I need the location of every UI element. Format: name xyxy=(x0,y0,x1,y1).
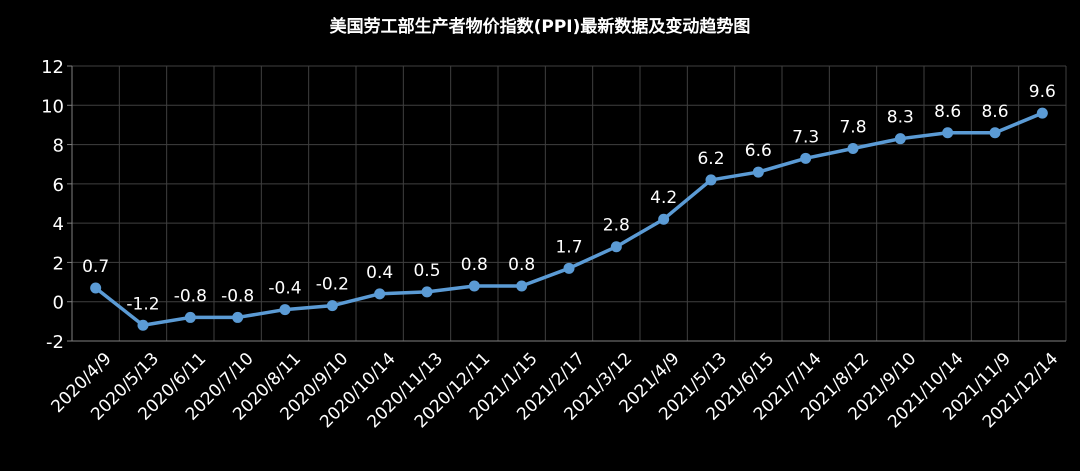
data-point xyxy=(1036,107,1048,119)
data-point xyxy=(326,300,338,312)
y-tick-label: 2 xyxy=(53,253,64,274)
data-point xyxy=(184,311,196,323)
data-point xyxy=(421,286,433,298)
data-label: -0.8 xyxy=(221,286,254,306)
data-label: -0.2 xyxy=(316,275,349,295)
data-label: 0.5 xyxy=(413,261,440,281)
data-point xyxy=(847,143,859,154)
data-label: 1.7 xyxy=(555,237,582,257)
data-label: 0.8 xyxy=(508,255,535,275)
data-point xyxy=(279,304,291,316)
data-point xyxy=(658,213,670,225)
data-label: 9.6 xyxy=(1029,82,1056,102)
y-tick-label: 10 xyxy=(41,96,64,117)
data-label: 7.3 xyxy=(792,127,819,147)
axes xyxy=(67,65,1066,342)
grid-lines xyxy=(71,65,1067,342)
data-label: 6.2 xyxy=(697,149,724,169)
data-label: 6.6 xyxy=(745,141,772,161)
data-point xyxy=(752,166,764,178)
data-point xyxy=(942,127,954,139)
y-tick-label: 6 xyxy=(53,175,64,196)
data-point xyxy=(137,319,149,331)
data-label: -0.4 xyxy=(268,279,301,299)
data-label: 4.2 xyxy=(650,188,677,208)
chart-title: 美国劳工部生产者物价指数(PPI)最新数据及变动趋势图 xyxy=(329,17,751,37)
data-point xyxy=(374,288,386,300)
data-label: 0.8 xyxy=(461,255,488,275)
data-label: 2.8 xyxy=(603,216,630,236)
data-points xyxy=(90,107,1048,331)
data-point xyxy=(516,280,528,292)
data-label: 7.8 xyxy=(839,118,866,138)
data-point xyxy=(90,282,102,294)
data-labels: 0.7 -1.2 -0.8 -0.8 -0.4 -0.2 0.4 0.5 0.8 0.8 1.7 2.… xyxy=(82,82,1056,314)
data-point xyxy=(468,280,480,292)
data-point xyxy=(610,241,622,253)
data-point xyxy=(989,127,1001,139)
y-tick-label: 4 xyxy=(53,214,64,235)
y-tick-label: -2 xyxy=(46,332,64,353)
data-label: 0.4 xyxy=(366,263,393,283)
x-tick-labels: 2020/4/92020/5/132020/6/112020/7/102020/… xyxy=(48,349,1063,432)
data-point xyxy=(232,311,244,323)
data-point xyxy=(563,262,575,274)
data-label: 8.6 xyxy=(934,102,961,122)
data-label: -0.8 xyxy=(174,286,207,306)
data-label: 0.7 xyxy=(82,257,109,277)
y-tick-label: 12 xyxy=(41,57,64,78)
data-point xyxy=(705,174,717,186)
data-label: 8.3 xyxy=(887,108,914,128)
y-tick-label: 8 xyxy=(53,136,64,157)
data-point xyxy=(894,133,906,145)
data-point xyxy=(800,152,812,164)
y-tick-label: 0 xyxy=(53,293,64,314)
y-tick-labels: -2 0 2 4 6 8 10 12 xyxy=(41,57,64,353)
data-label: -1.2 xyxy=(126,294,159,314)
data-label: 8.6 xyxy=(981,102,1008,122)
